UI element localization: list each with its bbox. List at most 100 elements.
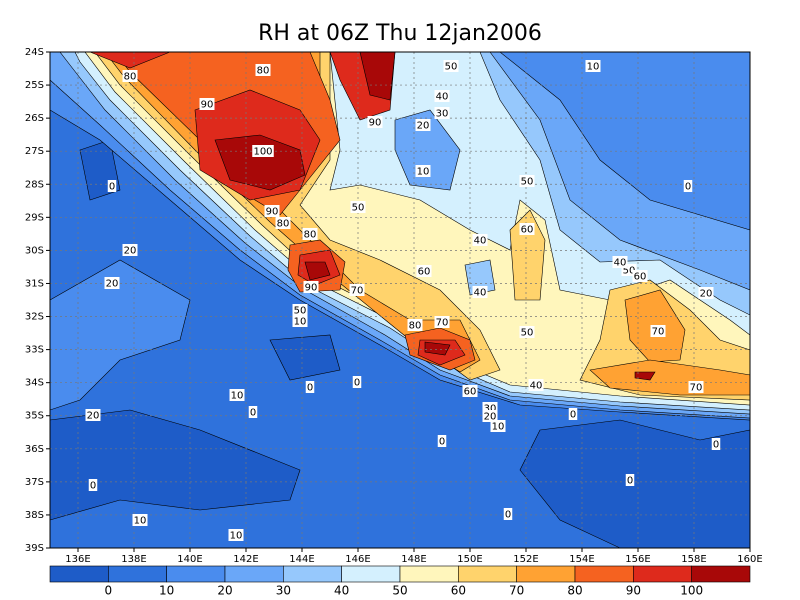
contour-label: 0 [250,408,256,419]
contour-label: 90 [266,207,279,218]
contour-label: 50 [521,328,534,339]
contour-label: 60 [521,225,534,236]
contour-label: 80 [124,72,137,83]
y-tick-label: 24S [25,47,44,58]
contour-label: 0 [109,182,115,193]
contour-label-box [443,60,459,72]
contour-label-box [367,116,383,128]
y-tick-label: 37S [25,477,44,488]
contour-label: 90 [201,100,214,111]
x-tick-label: 150E [457,554,482,565]
x-tick-label: 148E [401,554,426,565]
contour-label-box [528,379,544,391]
contour-label-box [482,410,498,422]
contour-label: 60 [634,272,647,283]
colorbar-box [108,565,167,583]
contour-label-box [199,98,215,110]
colorbar-label: 80 [567,584,582,598]
contour-label-box [519,223,535,235]
chart-title: RH at 06Z Thu 12jan2006 [258,21,542,46]
colorbar-box [224,565,284,583]
contour-label: 0 [90,481,96,492]
x-tick-label: 138E [121,554,146,565]
contour-label-box [503,508,513,520]
contour-label-box [264,205,280,217]
x-tick-label: 144E [289,554,314,565]
contour-label-box [490,420,506,432]
x-tick-label: 140E [177,554,202,565]
y-tick-label: 35S [25,411,44,422]
contour-label: 40 [614,258,627,269]
axes: 136E 138E 140E 142E 144E 146E 148E 150E 152E 154E… [25,47,763,565]
contour-label-box [85,409,101,421]
x-tick-label: 160E [737,554,762,565]
colorbar-box [633,565,692,583]
contour-label: 10 [417,167,430,178]
contour-label: 0 [505,510,511,521]
y-tick-label: 27S [25,146,44,157]
x-tick-label: 154E [569,554,594,565]
contour-label: 70 [652,327,665,338]
contour-label-box [275,217,291,229]
colorbar-label: 20 [217,584,232,598]
contour-label: 20 [700,289,713,300]
colorbar-box [166,565,226,583]
contour-label: 0 [354,378,360,389]
contour-labels: 8080901009080809090504030201050405060604… [85,60,721,542]
colorbar-box [49,565,109,583]
colorbar-box [341,565,401,583]
contour-label-box [434,316,450,328]
colorbar-label: 90 [626,584,641,598]
contour-label-box [407,319,423,331]
colorbar: 0 10 20 30 40 50 60 70 80 90 100 [49,565,751,598]
contour-label: 60 [418,267,431,278]
contour-label: 0 [307,383,313,394]
contour-label-box [248,406,258,418]
contour-label: 0 [713,440,719,451]
contour-label-box [252,145,274,157]
contour-label-box [415,119,431,131]
contour-label: 50 [445,62,458,73]
contour-label: 10 [492,422,505,433]
contour-label-box [612,256,628,268]
contour-label-box [88,479,98,491]
contour-label-box [305,381,315,393]
contour-label: 10 [231,391,244,402]
contour-label-box [650,325,666,337]
contour-band [269,334,341,381]
y-tick-label: 28S [25,179,44,190]
contour-label: 40 [436,92,449,103]
contour-label-box [350,201,366,213]
contour-label-box [303,281,319,293]
contour-label: 70 [690,383,703,394]
x-tick-label: 136E [65,554,90,565]
contour-label-box [688,381,704,393]
x-tick-label: 158E [681,554,706,565]
contour-label-box [568,408,578,420]
contour-band [49,409,301,521]
y-tick-label: 31S [25,278,44,289]
contour-label-box [292,304,308,316]
contour-label: 90 [369,118,382,129]
contour-label-box [349,284,365,296]
colorbar-box [399,565,459,583]
contour-label: 10 [587,62,600,73]
y-tick-label: 29S [25,212,44,223]
contour-label: 30 [484,404,497,415]
contour-band [304,261,331,281]
contour-label: 20 [484,412,497,423]
y-tick-label: 34S [25,378,44,389]
y-tick-label: 25S [25,80,44,91]
y-tick-label: 39S [25,543,44,554]
contour-label-box [625,474,635,486]
contour-label: 40 [530,381,543,392]
y-tick-label: 32S [25,312,44,323]
contour-label-box [415,165,431,177]
x-tick-label: 152E [513,554,538,565]
contour-band [49,259,191,411]
contour-label: 50 [294,306,307,317]
contour-label-box [519,175,535,187]
contour-label: 20 [124,246,137,257]
